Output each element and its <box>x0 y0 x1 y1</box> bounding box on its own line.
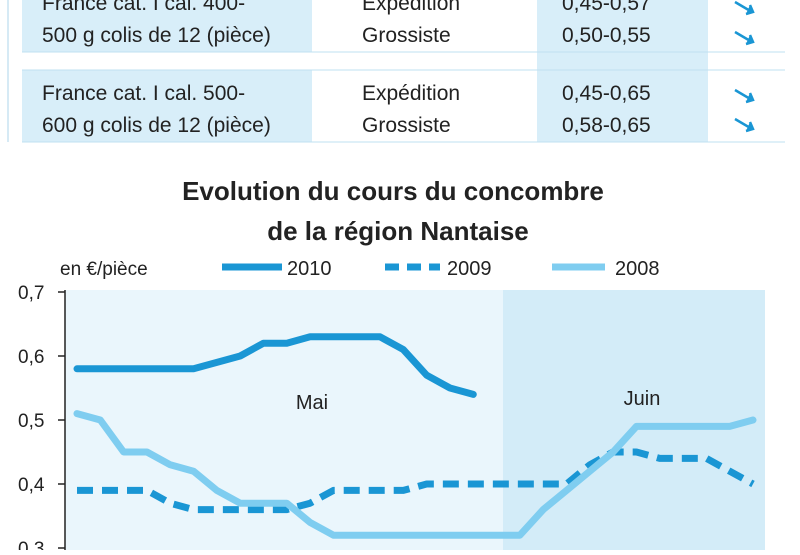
legend-label: 2008 <box>615 258 660 280</box>
y-tick-label: 0,4 <box>18 475 45 496</box>
cell-text: France cat. I cal. 400- <box>42 0 245 15</box>
cell-text: France cat. I cal. 500- <box>42 82 245 105</box>
annotation: Juin <box>624 388 661 410</box>
legend-label: 2009 <box>447 258 492 280</box>
series-line <box>77 448 755 514</box>
chart-title: Evolution du cours du concombre <box>182 176 604 206</box>
arrow <box>734 0 755 16</box>
plot: 0,3 0,4 0,5 0,6 0,7 <box>18 283 757 555</box>
cell-text: 0,50-0,55 <box>562 24 651 47</box>
y-tick-label: 0,3 <box>18 539 44 550</box>
cell-text: 0,45-0,65 <box>562 82 651 105</box>
annotation: Mai <box>296 392 328 414</box>
arrow <box>734 88 755 104</box>
cell-text: 0,45-0,57 <box>562 0 651 15</box>
cell-bg <box>537 0 708 142</box>
series-line <box>73 333 477 398</box>
y-axis-label: en €/pièce <box>60 259 148 280</box>
y-tick-label: 0,6 <box>18 347 44 368</box>
cell-text: 0,58-0,65 <box>562 114 651 137</box>
cell-text: 500 g colis de 12 (pièce) <box>42 24 271 47</box>
arrow <box>734 117 755 133</box>
chart-title: de la région Nantaise <box>267 216 529 246</box>
arrow <box>734 30 755 46</box>
cell-text: Expédition <box>362 82 460 105</box>
y-tick-label: 0,5 <box>18 411 44 432</box>
legend-label: 2010 <box>287 258 332 280</box>
cell-bg <box>22 70 312 142</box>
cell-text: Grossiste <box>362 24 451 47</box>
trend-arrows <box>734 0 755 133</box>
series-line <box>73 410 757 539</box>
cell-text: 600 g colis de 12 (pièce) <box>42 114 271 137</box>
cell-text: Grossiste <box>362 114 451 137</box>
cell-text: Expédition <box>362 0 460 15</box>
cell-bg <box>22 0 312 52</box>
y-tick-label: 0,7 <box>18 283 44 304</box>
table: France cat. I cal. 400- 500 g colis de 12… <box>42 0 651 137</box>
